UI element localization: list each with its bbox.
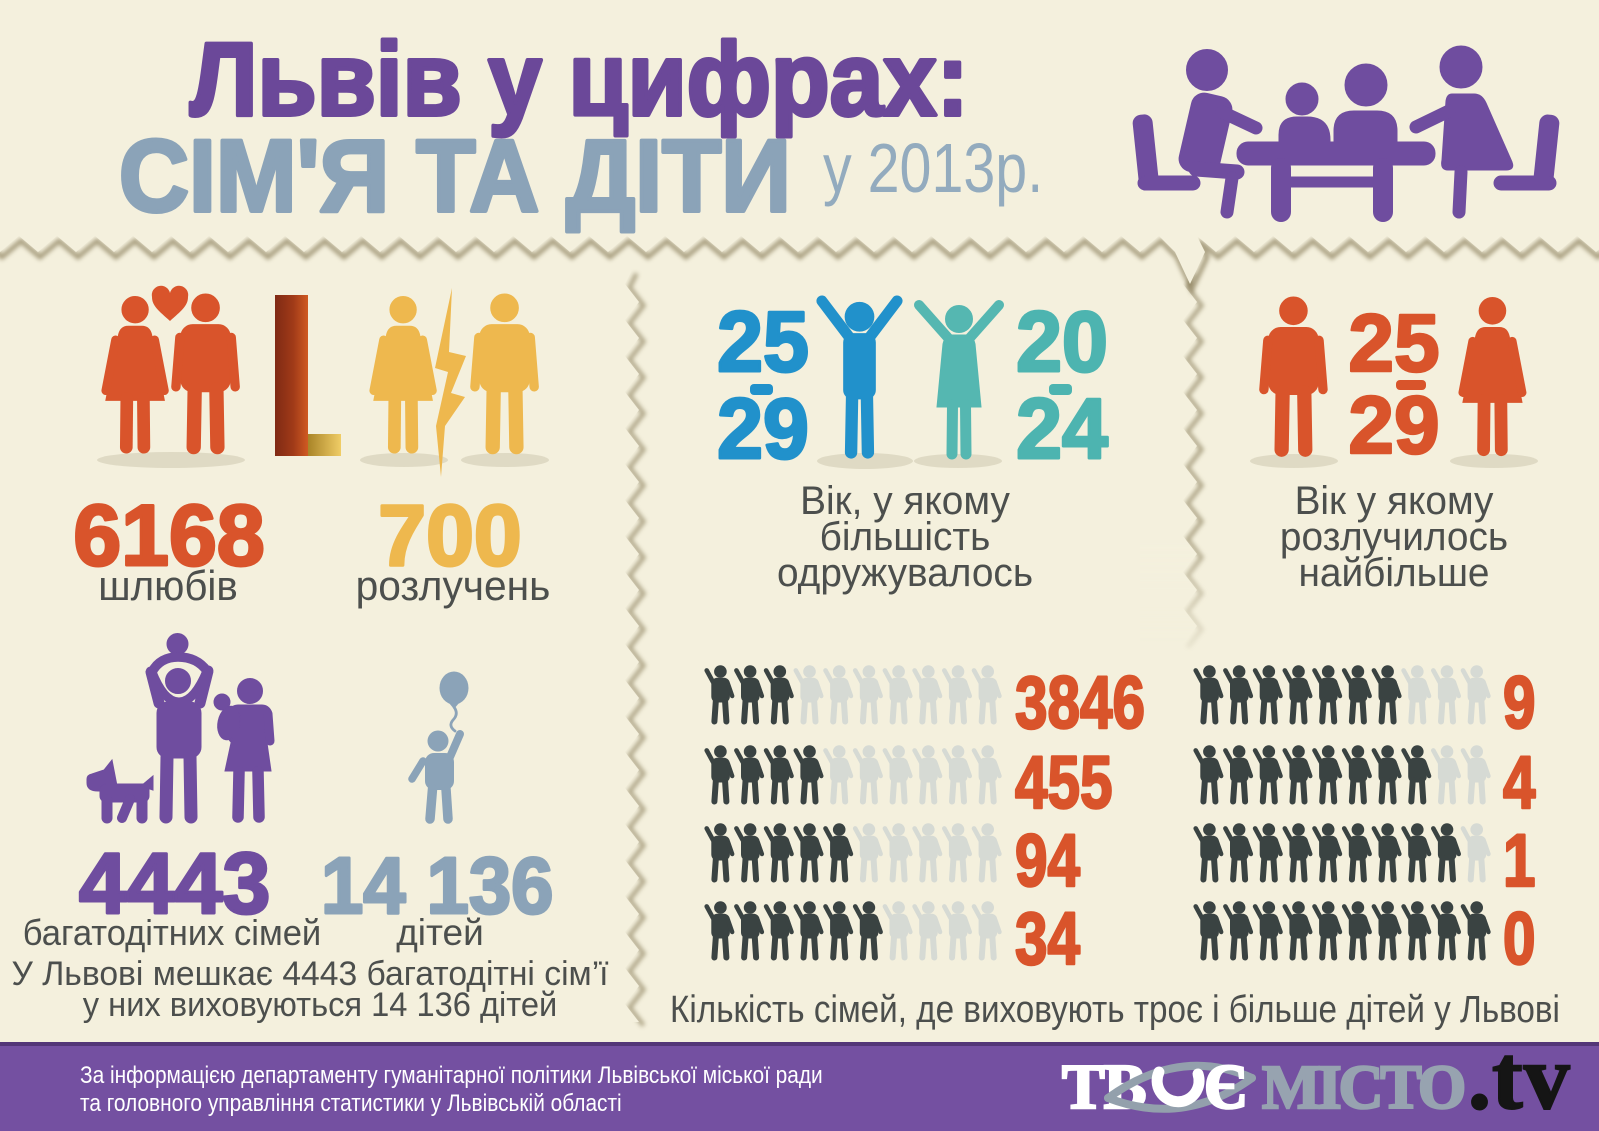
svg-text:МІСТО: МІСТО <box>1262 1054 1464 1122</box>
svg-text:3846: 3846 <box>1015 663 1145 745</box>
svg-text:455: 455 <box>1015 743 1113 825</box>
svg-text:найбільше: найбільше <box>1298 550 1489 595</box>
svg-text:одружувалось: одружувалось <box>777 550 1033 595</box>
svg-text:14 136: 14 136 <box>321 840 553 930</box>
svg-text:СІМ'Я ТА ДІТИ: СІМ'Я ТА ДІТИ <box>119 120 791 234</box>
svg-text:9: 9 <box>1503 663 1536 745</box>
svg-text:25: 25 <box>1348 298 1439 389</box>
svg-text:та головного управління статис: та головного управління статистики у Льв… <box>80 1090 622 1117</box>
svg-text:Вік, у якому: Вік, у якому <box>800 478 1010 523</box>
svg-text:у них виховуються 14 136 дітей: у них виховуються 14 136 дітей <box>83 986 557 1024</box>
svg-text:Кількість сімей, де виховують: Кількість сімей, де виховують троє і біл… <box>670 988 1560 1031</box>
svg-text:20: 20 <box>1016 294 1108 389</box>
svg-text:29: 29 <box>717 381 809 476</box>
svg-text:4443: 4443 <box>79 836 270 932</box>
svg-text:6168: 6168 <box>73 488 264 584</box>
svg-text:дітей: дітей <box>396 912 484 953</box>
svg-text:За інформацією департаменту гу: За інформацією департаменту гуманітарної… <box>80 1062 823 1089</box>
svg-text:25: 25 <box>717 294 809 389</box>
svg-text:700: 700 <box>378 488 522 584</box>
svg-text:29: 29 <box>1348 380 1439 471</box>
svg-text:у 2013р.: у 2013р. <box>823 129 1043 208</box>
svg-text:1: 1 <box>1503 821 1536 903</box>
svg-text:Львів у цифрах:: Львів у цифрах: <box>190 22 969 138</box>
svg-text:24: 24 <box>1016 381 1108 476</box>
svg-text:шлюбів: шлюбів <box>98 562 238 609</box>
svg-text:розлучилось: розлучилось <box>1280 514 1508 559</box>
svg-text:94: 94 <box>1015 821 1080 903</box>
svg-text:Є: Є <box>1204 1051 1247 1122</box>
svg-text:34: 34 <box>1015 899 1080 981</box>
svg-text:Вік у якому: Вік у якому <box>1295 478 1494 523</box>
svg-text:.tv: .tv <box>1468 1026 1571 1128</box>
svg-text:0: 0 <box>1503 899 1536 981</box>
svg-text:багатодітних сімей: багатодітних сімей <box>23 913 321 953</box>
svg-text:У Львові мешкає 4443 багатодіт: У Львові мешкає 4443 багатодітні сім’ї <box>11 955 609 993</box>
svg-text:більшість: більшість <box>820 514 991 559</box>
svg-text:4: 4 <box>1503 743 1536 825</box>
svg-text:розлучень: розлучень <box>356 562 551 609</box>
